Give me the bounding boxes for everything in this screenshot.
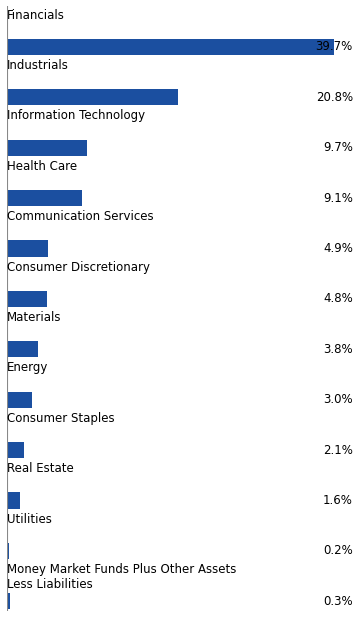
Text: 4.9%: 4.9% (323, 242, 353, 255)
Text: 20.8%: 20.8% (316, 91, 353, 104)
Bar (7, 139, 87, 156)
Text: 4.8%: 4.8% (323, 292, 353, 305)
Text: 9.1%: 9.1% (323, 192, 353, 205)
Bar (7, 543, 9, 559)
Text: Consumer Staples: Consumer Staples (7, 412, 115, 424)
Text: 3.8%: 3.8% (323, 343, 353, 356)
Bar (7, 89, 178, 106)
Text: Utilities: Utilities (7, 513, 52, 526)
Text: Health Care: Health Care (7, 160, 77, 173)
Bar (7, 442, 24, 458)
Bar (7, 492, 21, 508)
Text: 2.1%: 2.1% (323, 444, 353, 457)
Text: 1.6%: 1.6% (323, 494, 353, 507)
Text: Consumer Discretionary: Consumer Discretionary (7, 260, 150, 273)
Text: 0.2%: 0.2% (323, 544, 353, 557)
Bar (7, 593, 10, 610)
Bar (7, 39, 334, 55)
Text: Real Estate: Real Estate (7, 462, 74, 475)
Bar (7, 392, 32, 408)
Bar (7, 190, 82, 206)
Text: 0.3%: 0.3% (323, 595, 353, 608)
Text: Money Market Funds Plus Other Assets
Less Liabilities: Money Market Funds Plus Other Assets Les… (7, 563, 237, 591)
Text: Industrials: Industrials (7, 59, 69, 72)
Text: Materials: Materials (7, 311, 62, 324)
Text: 39.7%: 39.7% (316, 41, 353, 54)
Text: Communication Services: Communication Services (7, 210, 154, 223)
Bar (7, 241, 48, 257)
Text: 9.7%: 9.7% (323, 141, 353, 154)
Bar (7, 291, 47, 307)
Text: Financials: Financials (7, 9, 65, 22)
Text: 3.0%: 3.0% (323, 393, 353, 406)
Text: Energy: Energy (7, 362, 49, 375)
Bar (7, 341, 39, 357)
Text: Information Technology: Information Technology (7, 109, 145, 122)
